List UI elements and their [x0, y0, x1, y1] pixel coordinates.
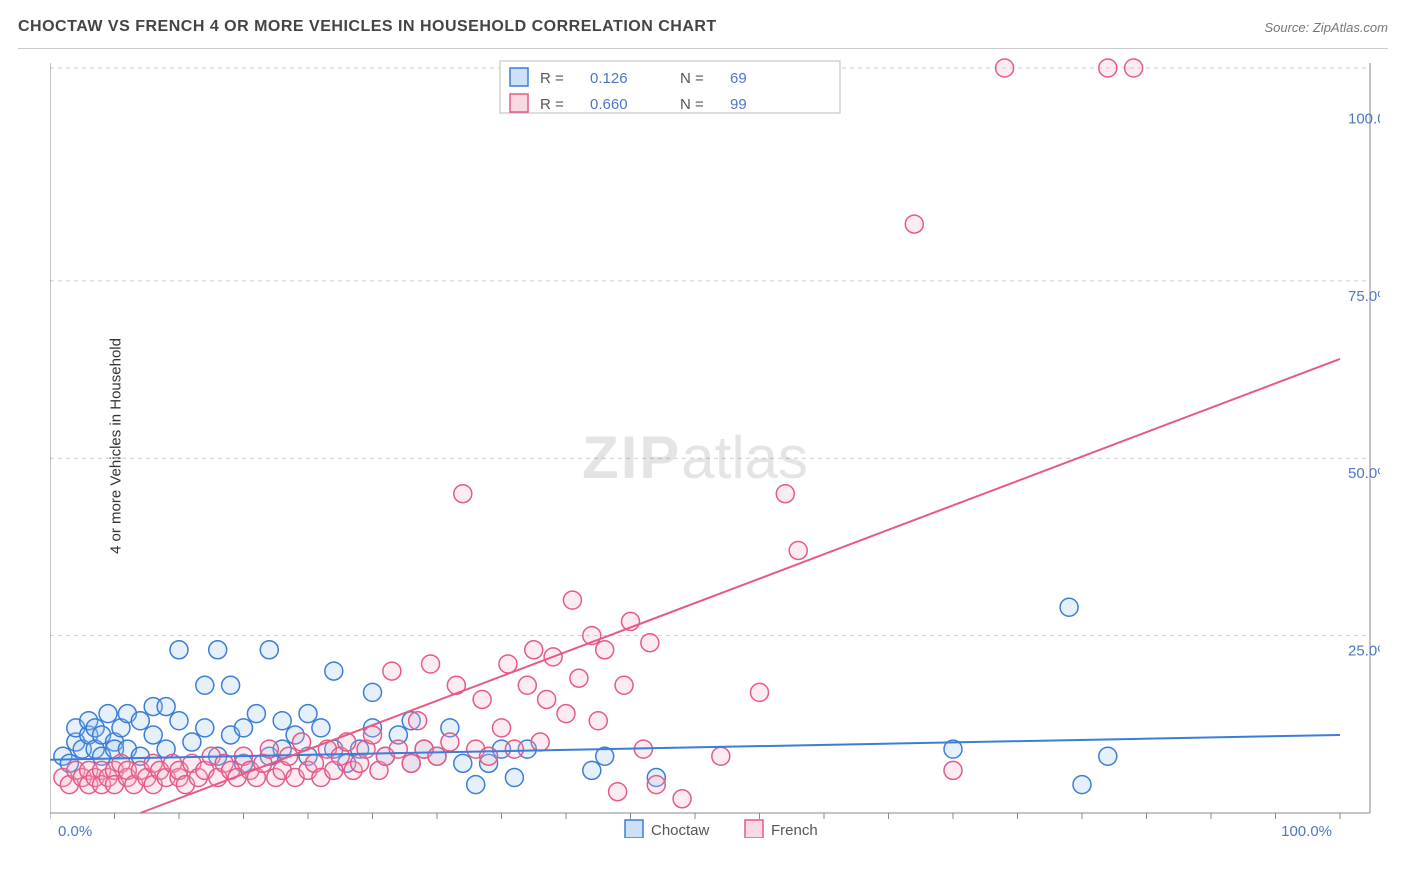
- data-point: [402, 754, 420, 772]
- data-point: [1099, 59, 1117, 77]
- data-point: [260, 641, 278, 659]
- data-point: [944, 761, 962, 779]
- data-point: [383, 662, 401, 680]
- data-point: [673, 790, 691, 808]
- data-point: [1099, 747, 1117, 765]
- data-point: [789, 541, 807, 559]
- data-point: [428, 747, 446, 765]
- series-legend-swatch: [745, 820, 763, 838]
- data-point: [99, 705, 117, 723]
- legend-r-value: 0.660: [590, 96, 628, 113]
- data-point: [157, 698, 175, 716]
- data-point: [505, 740, 523, 758]
- data-point: [1125, 59, 1143, 77]
- legend-r-label: R =: [540, 70, 564, 87]
- data-point: [299, 705, 317, 723]
- data-point: [467, 776, 485, 794]
- data-point: [422, 655, 440, 673]
- y-tick-label: 75.0%: [1348, 288, 1380, 305]
- data-point: [609, 783, 627, 801]
- data-point: [505, 769, 523, 787]
- series-legend-label: French: [771, 822, 818, 838]
- data-point: [183, 733, 201, 751]
- legend-swatch: [510, 68, 528, 86]
- data-point: [570, 669, 588, 687]
- data-point: [454, 754, 472, 772]
- data-point: [364, 726, 382, 744]
- legend-n-label: N =: [680, 96, 704, 113]
- data-point: [589, 712, 607, 730]
- x-tick-label: 0.0%: [58, 823, 92, 838]
- legend-n-value: 69: [730, 70, 747, 87]
- data-point: [480, 747, 498, 765]
- y-tick-label: 50.0%: [1348, 465, 1380, 482]
- legend-n-label: N =: [680, 70, 704, 87]
- data-point: [1073, 776, 1091, 794]
- y-tick-label: 100.0%: [1348, 110, 1380, 127]
- data-point: [563, 591, 581, 609]
- data-point: [538, 690, 556, 708]
- data-point: [441, 733, 459, 751]
- scatter-plot-svg: ZIPatlas 0.0% 100.0% 25.0% 50.0% 75.0% 100.0% R…: [50, 58, 1380, 838]
- data-point: [583, 761, 601, 779]
- data-point: [712, 747, 730, 765]
- data-point: [170, 641, 188, 659]
- data-point: [596, 641, 614, 659]
- data-point: [518, 676, 536, 694]
- data-point: [312, 719, 330, 737]
- chart-source: Source: ZipAtlas.com: [1264, 20, 1388, 35]
- data-point: [131, 712, 149, 730]
- data-point: [473, 690, 491, 708]
- data-point: [293, 733, 311, 751]
- legend-swatch: [510, 94, 528, 112]
- chart-header: CHOCTAW VS FRENCH 4 OR MORE VEHICLES IN …: [18, 18, 1388, 49]
- data-point: [170, 712, 188, 730]
- data-point: [209, 641, 227, 659]
- data-point: [776, 485, 794, 503]
- series-legend-swatch: [625, 820, 643, 838]
- data-point: [615, 676, 633, 694]
- y-tick-label: 25.0%: [1348, 643, 1380, 660]
- data-point: [454, 485, 472, 503]
- source-prefix: Source:: [1264, 20, 1312, 35]
- data-point: [144, 726, 162, 744]
- data-point: [641, 634, 659, 652]
- data-point: [273, 712, 291, 730]
- data-point: [996, 59, 1014, 77]
- data-point: [647, 776, 665, 794]
- data-point: [531, 733, 549, 751]
- plot-area: ZIPatlas 0.0% 100.0% 25.0% 50.0% 75.0% 100.0% R…: [50, 58, 1380, 838]
- data-point: [325, 662, 343, 680]
- legend-n-value: 99: [730, 96, 747, 113]
- data-point: [196, 676, 214, 694]
- data-point: [499, 655, 517, 673]
- data-point: [222, 676, 240, 694]
- data-point: [1060, 598, 1078, 616]
- data-point: [557, 705, 575, 723]
- x-tick-label: 100.0%: [1281, 823, 1332, 838]
- legend-r-label: R =: [540, 96, 564, 113]
- series-legend-label: Choctaw: [651, 822, 710, 838]
- source-name: ZipAtlas.com: [1313, 20, 1388, 35]
- data-point: [389, 740, 407, 758]
- data-point: [751, 683, 769, 701]
- data-point: [196, 719, 214, 737]
- legend-r-value: 0.126: [590, 70, 628, 87]
- watermark: ZIPatlas: [582, 424, 808, 491]
- data-point: [235, 719, 253, 737]
- data-point: [493, 719, 511, 737]
- data-point: [905, 215, 923, 233]
- data-point: [409, 712, 427, 730]
- data-point: [525, 641, 543, 659]
- chart-title: CHOCTAW VS FRENCH 4 OR MORE VEHICLES IN …: [18, 18, 717, 35]
- data-point: [364, 683, 382, 701]
- data-point: [247, 705, 265, 723]
